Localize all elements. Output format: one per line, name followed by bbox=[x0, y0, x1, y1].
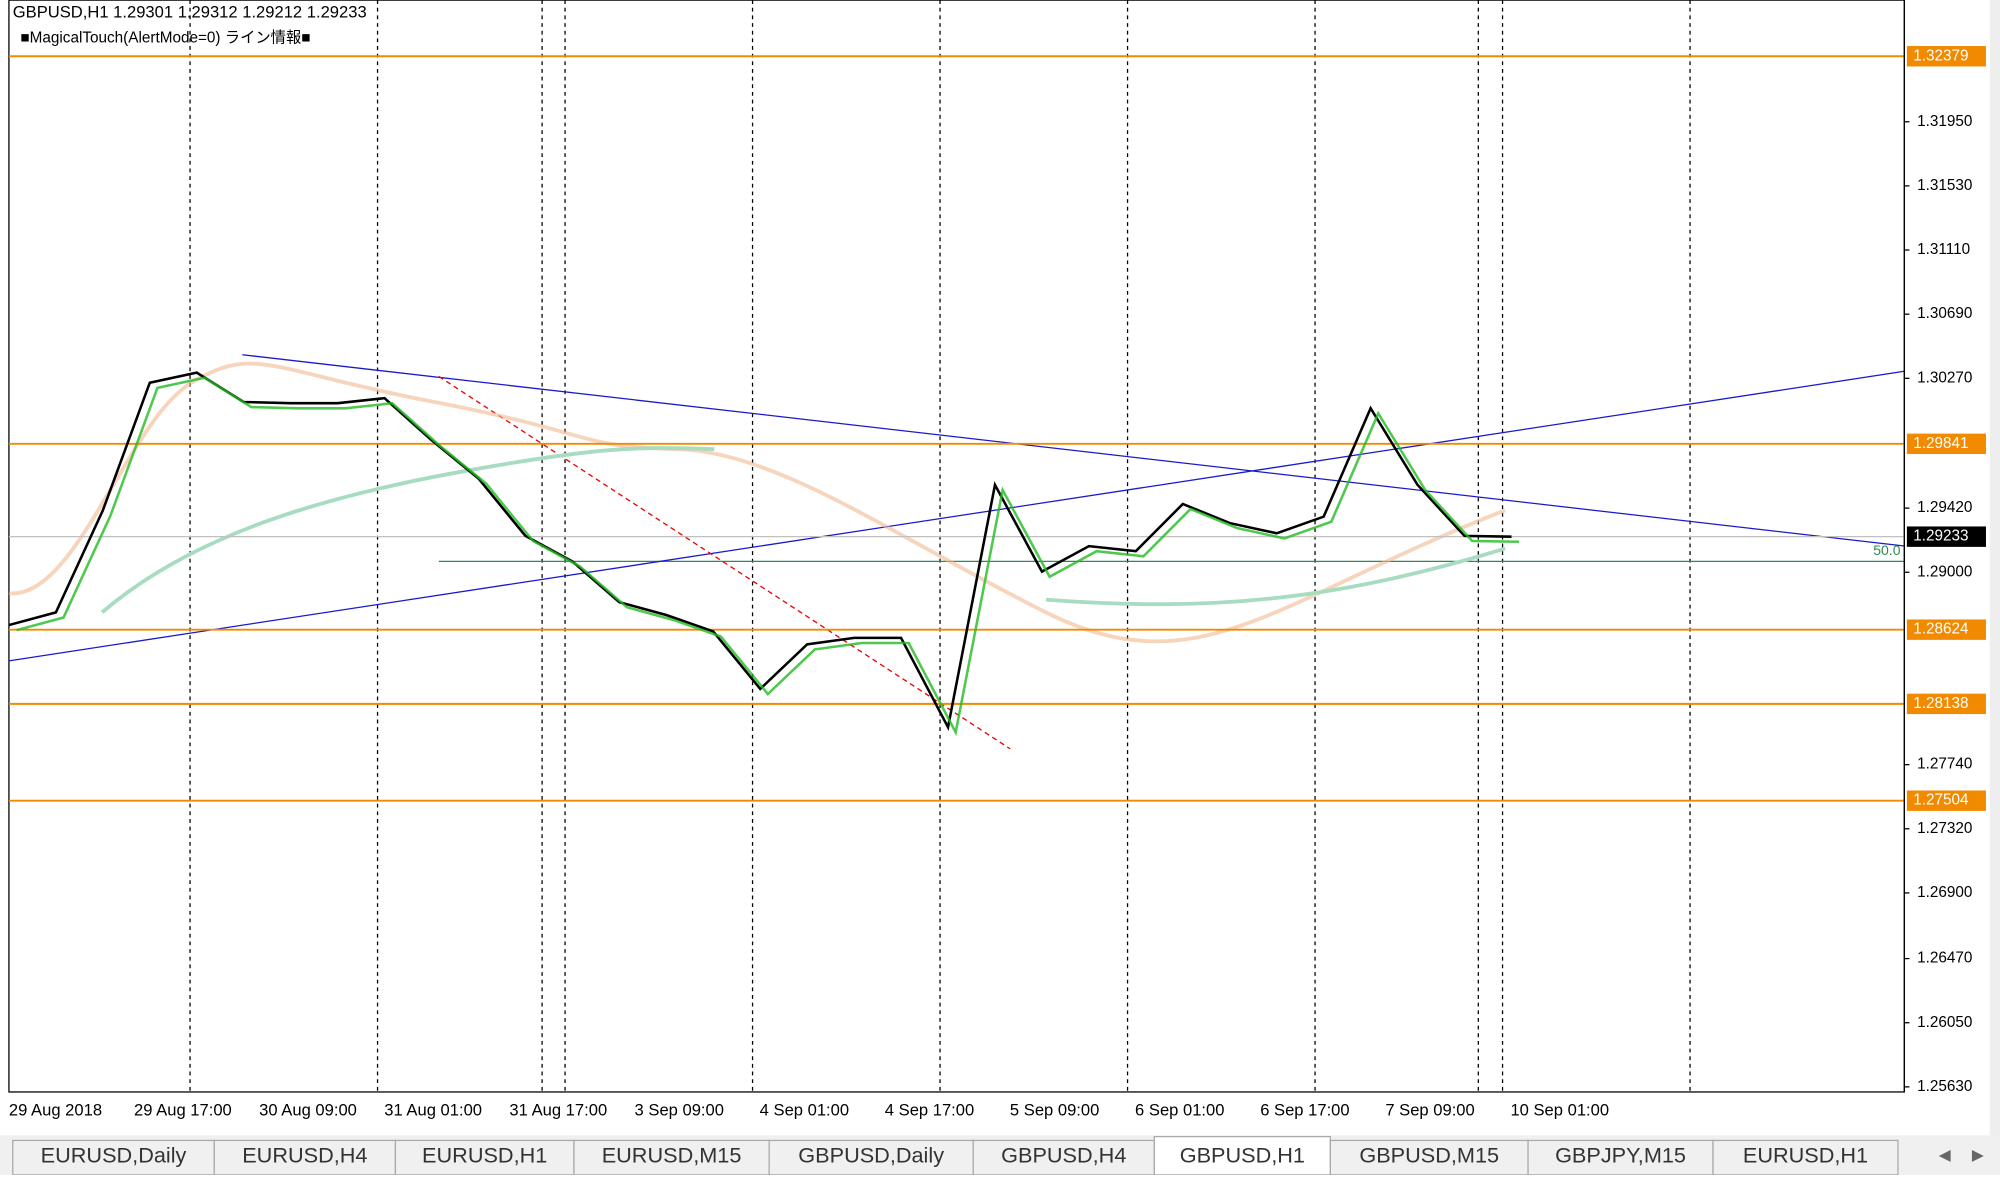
tab-label[interactable]: EURUSD,M15 bbox=[602, 1143, 742, 1168]
tab[interactable] bbox=[394, 1139, 575, 1176]
time-label: 3 Sep 09:00 bbox=[635, 1100, 724, 1119]
tick-label: 1.29000 bbox=[1917, 563, 1972, 580]
tab-label[interactable]: EURUSD,Daily bbox=[41, 1143, 187, 1168]
moving-average bbox=[8, 361, 1506, 644]
time-label: 4 Sep 17:00 bbox=[885, 1100, 974, 1119]
moving-average bbox=[1045, 546, 1506, 607]
tab-label[interactable]: GBPUSD,Daily bbox=[798, 1143, 944, 1168]
level-tag bbox=[1906, 433, 1986, 455]
moving-average bbox=[100, 446, 715, 614]
trendline bbox=[242, 354, 1905, 547]
time-label: 29 Aug 2018 bbox=[9, 1100, 102, 1119]
time-label: 31 Aug 17:00 bbox=[509, 1100, 607, 1119]
level-label: 1.29841 bbox=[1913, 435, 1968, 452]
current-price-tag bbox=[1906, 526, 1986, 547]
tab-label[interactable]: EURUSD,H1 bbox=[422, 1143, 547, 1168]
price-line bbox=[8, 371, 1512, 732]
tick-label: 1.31950 bbox=[1917, 113, 1972, 130]
time-label: 31 Aug 01:00 bbox=[384, 1100, 482, 1119]
level-tag bbox=[1906, 619, 1986, 640]
tab[interactable] bbox=[768, 1139, 974, 1176]
level-label: 1.27504 bbox=[1913, 792, 1969, 809]
tab[interactable] bbox=[1329, 1139, 1529, 1176]
current-price-label: 1.29233 bbox=[1913, 528, 1968, 545]
tick-label: 1.30270 bbox=[1917, 369, 1972, 386]
tab[interactable] bbox=[213, 1139, 397, 1176]
tab[interactable] bbox=[1712, 1139, 1899, 1176]
time-label: 29 Aug 17:00 bbox=[134, 1100, 232, 1119]
level-tag bbox=[1906, 790, 1986, 811]
level-tag bbox=[1906, 693, 1986, 715]
tick-label: 1.27740 bbox=[1917, 756, 1972, 773]
tick-label: 1.27320 bbox=[1917, 820, 1972, 837]
time-label: 7 Sep 09:00 bbox=[1385, 1100, 1474, 1119]
price-axis: 1.31950 1.31530 1.31110 1.30690 1.30270 1.294… bbox=[1904, 46, 1986, 1095]
time-label: 6 Sep 17:00 bbox=[1260, 1100, 1349, 1119]
tab-scroll-right[interactable]: ▶ bbox=[1972, 1147, 1984, 1164]
time-label: 30 Aug 09:00 bbox=[259, 1100, 357, 1119]
time-label: 10 Sep 01:00 bbox=[1510, 1100, 1609, 1119]
trendline bbox=[8, 370, 1905, 662]
time-label: 5 Sep 09:00 bbox=[1010, 1100, 1099, 1119]
scrollbar bbox=[1989, 0, 2000, 1136]
tab-label[interactable]: GBPJPY,M15 bbox=[1555, 1143, 1686, 1168]
tabs[interactable]: EURUSD,Daily EURUSD,H4 EURUSD,H1 EURUSD,M15… bbox=[12, 1135, 1899, 1176]
tick-label: 1.30690 bbox=[1917, 305, 1972, 322]
tab-label[interactable]: GBPUSD,H4 bbox=[1001, 1143, 1126, 1168]
fibo-label: 50.0 bbox=[1873, 542, 1900, 558]
tab-label[interactable]: EURUSD,H1 bbox=[1743, 1143, 1868, 1168]
tick-label: 1.29420 bbox=[1917, 499, 1972, 516]
tab[interactable] bbox=[972, 1139, 1155, 1176]
time-label: 6 Sep 01:00 bbox=[1135, 1100, 1224, 1119]
dashed-trendline bbox=[438, 375, 1011, 750]
tab[interactable] bbox=[573, 1139, 770, 1176]
level-label: 1.28624 bbox=[1913, 621, 1969, 638]
time-label: 4 Sep 01:00 bbox=[760, 1100, 849, 1119]
tab-scroll-left[interactable]: ◀ bbox=[1939, 1147, 1951, 1164]
tab-label[interactable]: EURUSD,H4 bbox=[242, 1143, 367, 1168]
tick-label: 1.26050 bbox=[1917, 1014, 1972, 1031]
symbol-info: GBPUSD,H1 1.29301 1.29312 1.29212 1.2923… bbox=[13, 2, 367, 21]
tab-label[interactable]: GBPUSD,H1 bbox=[1180, 1143, 1305, 1168]
tick-label: 1.31110 bbox=[1917, 241, 1970, 258]
tick-label: 1.26470 bbox=[1917, 950, 1972, 967]
tick-label: 1.25630 bbox=[1917, 1078, 1972, 1095]
level-tag bbox=[1906, 46, 1986, 67]
level-label: 1.28138 bbox=[1913, 695, 1968, 712]
tick-label: 1.31530 bbox=[1917, 177, 1972, 194]
level-label: 1.32379 bbox=[1913, 47, 1968, 64]
tick-label: 1.26900 bbox=[1917, 884, 1972, 901]
time-axis: 29 Aug 2018 29 Aug 17:00 30 Aug 09:00 31 Au… bbox=[9, 1100, 1609, 1119]
indicator-label: ■MagicalTouch(AlertMode=0) ライン情報■ bbox=[20, 29, 310, 46]
tab-label[interactable]: GBPUSD,M15 bbox=[1359, 1143, 1499, 1168]
price-chart bbox=[8, 55, 1905, 802]
ema-line bbox=[16, 376, 1520, 737]
